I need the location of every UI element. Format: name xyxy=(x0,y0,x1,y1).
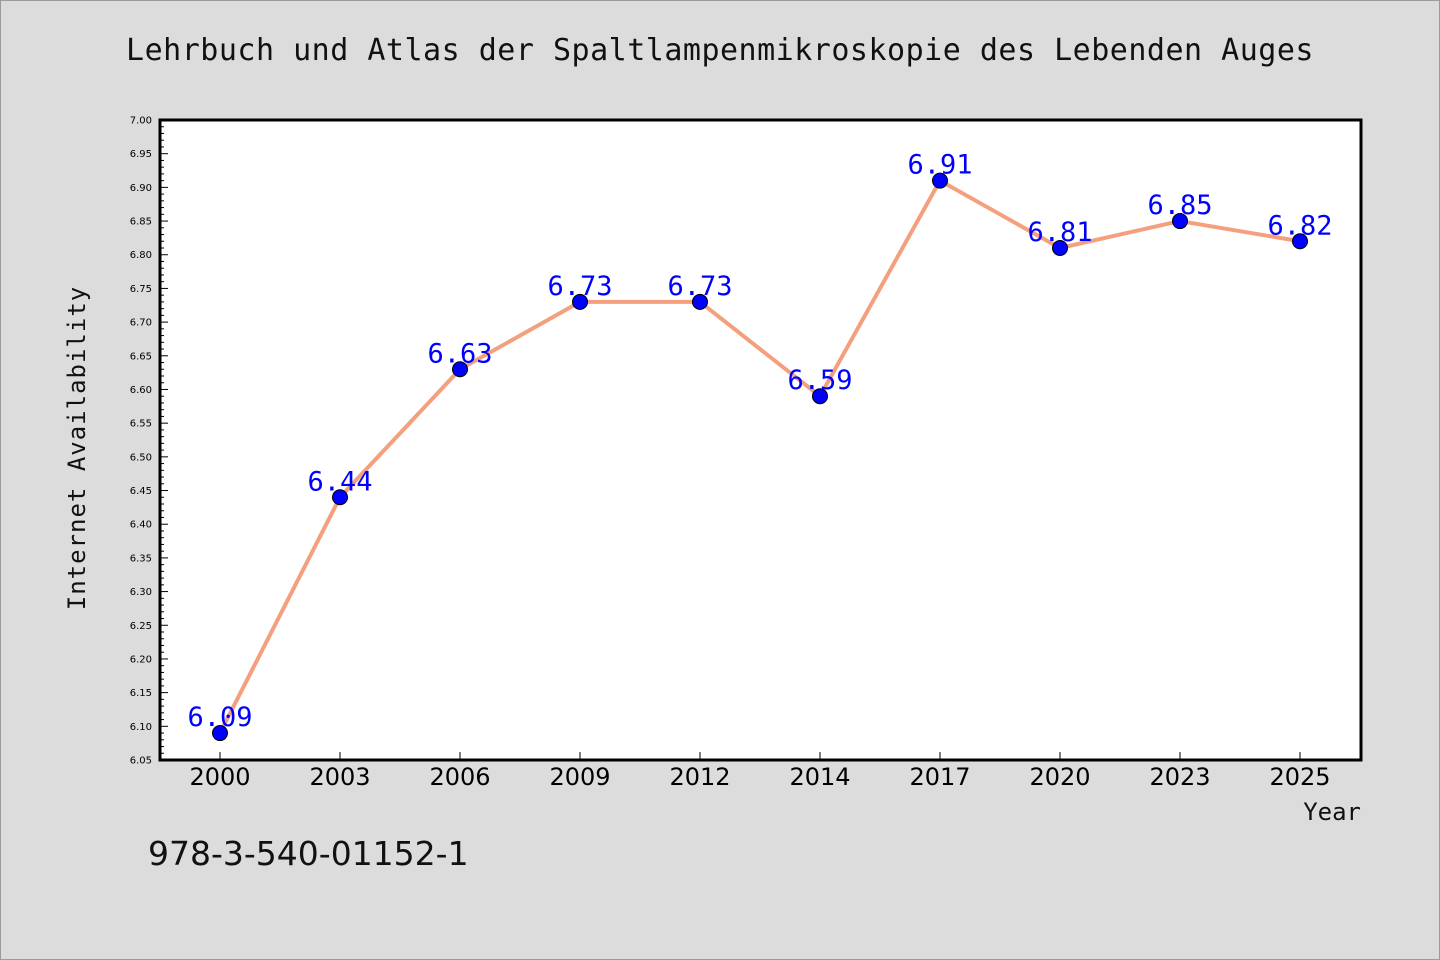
y-tick-label: 6.80 xyxy=(130,250,152,261)
x-tick-label: 2012 xyxy=(669,763,730,791)
isbn-text: 978-3-540-01152-1 xyxy=(148,834,469,873)
y-tick-label: 6.85 xyxy=(130,217,152,228)
x-axis-label: Year xyxy=(1303,798,1361,826)
y-tick-label: 6.45 xyxy=(130,486,152,497)
data-label: 6.81 xyxy=(1027,217,1092,248)
data-label: 6.85 xyxy=(1147,190,1212,221)
chart-title: Lehrbuch und Atlas der Spaltlampenmikros… xyxy=(126,33,1314,68)
x-axis-ticks: 2000 2003 2006 2009 2012 2014 2017 2020 2023 2025 xyxy=(189,752,1331,791)
y-tick-label: 6.10 xyxy=(130,722,152,733)
y-tick-label: 6.40 xyxy=(130,520,152,531)
y-tick-label: 7.00 xyxy=(130,116,152,127)
x-tick-label: 2003 xyxy=(309,763,370,791)
x-tick-label: 2020 xyxy=(1029,763,1090,791)
data-label: 6.82 xyxy=(1267,210,1332,241)
x-tick-label: 2023 xyxy=(1149,763,1210,791)
y-tick-label: 6.15 xyxy=(130,688,152,699)
y-tick-label: 6.25 xyxy=(130,621,152,632)
data-label: 6.09 xyxy=(187,702,252,733)
data-label: 6.73 xyxy=(547,271,612,302)
x-tick-label: 2017 xyxy=(909,763,970,791)
x-tick-label: 2006 xyxy=(429,763,490,791)
y-tick-label: 6.55 xyxy=(130,419,152,430)
data-point xyxy=(452,361,468,378)
series-group: 6.09 6.44 6.63 6.73 6.73 6.59 6.91 6.81 6.85 6.82 xyxy=(187,150,1333,742)
y-tick-label: 6.70 xyxy=(130,318,152,329)
y-tick-label: 6.75 xyxy=(130,284,152,295)
y-tick-label: 6.50 xyxy=(130,452,152,463)
y-tick-label: 6.30 xyxy=(130,587,152,598)
series-line xyxy=(218,178,1302,736)
x-tick-label: 2014 xyxy=(789,763,850,791)
data-point xyxy=(932,172,948,189)
y-tick-label: 6.65 xyxy=(130,351,152,362)
y-axis-label: Internet Availability xyxy=(63,286,91,610)
x-tick-label: 2025 xyxy=(1269,763,1330,791)
data-point xyxy=(212,725,228,742)
data-label: 6.59 xyxy=(787,365,852,396)
data-point xyxy=(332,489,348,506)
x-tick-label: 2009 xyxy=(549,763,610,791)
data-label: 6.91 xyxy=(907,150,972,181)
data-label: 6.44 xyxy=(307,466,372,497)
data-label: 6.73 xyxy=(667,271,732,302)
data-point xyxy=(1172,213,1188,230)
data-point xyxy=(572,293,588,310)
y-axis-ticks: 6.05 6.10 6.15 6.20 6.25 6.30 6.35 6.40 6.45 6.50… xyxy=(130,116,168,767)
data-point xyxy=(812,388,828,405)
data-point xyxy=(1052,240,1068,256)
data-point xyxy=(1292,233,1308,250)
y-tick-label: 6.20 xyxy=(130,654,152,665)
y-tick-label: 6.35 xyxy=(130,553,152,564)
data-point xyxy=(692,293,708,310)
y-tick-label: 6.05 xyxy=(130,756,152,767)
y-tick-label: 6.95 xyxy=(130,149,152,160)
data-label: 6.63 xyxy=(427,338,492,369)
x-tick-label: 2000 xyxy=(189,763,250,791)
y-tick-label: 6.60 xyxy=(130,385,152,396)
y-tick-label: 6.90 xyxy=(130,183,152,194)
